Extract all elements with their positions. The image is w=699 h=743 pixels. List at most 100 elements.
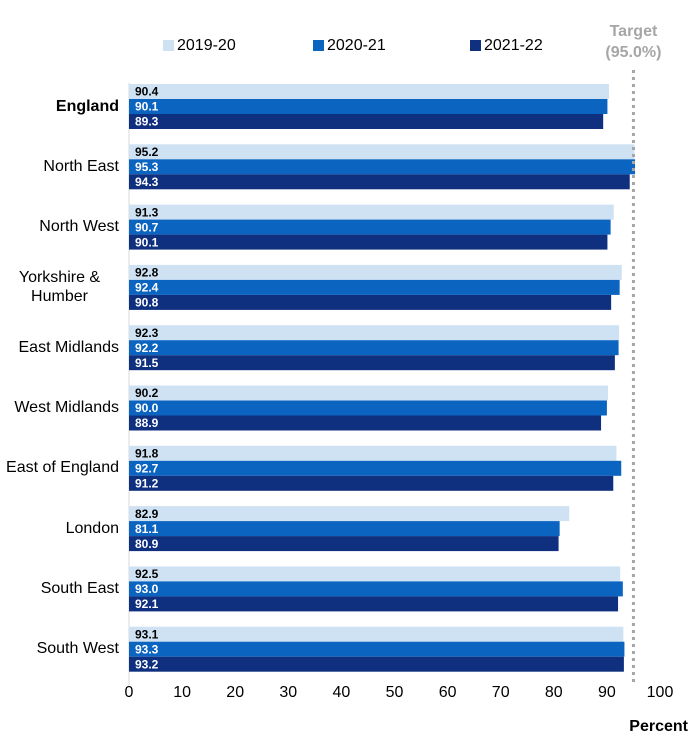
bar [129,626,624,642]
bar [129,144,635,160]
x-tick-label: 50 [386,684,404,701]
x-tick-label: 100 [647,684,674,701]
category-text: North West [39,218,119,236]
bar [129,204,614,220]
legend-swatch [470,40,481,51]
value-label: 82.9 [135,507,159,521]
value-label: 89.3 [135,115,159,129]
value-label: 91.2 [135,476,159,490]
value-label: 92.5 [135,567,159,581]
value-label: 88.9 [135,416,159,430]
target-title: Target [610,23,658,40]
category-text: South East [40,579,119,597]
value-label: 90.0 [135,401,159,415]
bar [129,521,560,537]
legend-label: 2021-22 [484,37,543,54]
bar [129,506,570,522]
category-text: East Midlands [18,338,120,356]
category-label: North West [39,207,119,247]
value-label: 90.1 [135,100,159,114]
value-label: 92.2 [135,341,159,355]
x-tick-label: 80 [545,684,563,701]
value-label: 80.9 [135,537,159,551]
value-label: 92.8 [135,266,159,280]
value-label: 91.8 [135,446,159,460]
category-text: East of England [6,459,119,477]
category-label: West Midlands [14,388,119,428]
bar [129,84,610,99]
category-label: South West [37,629,119,669]
bar [129,415,602,431]
category-label: Yorkshire & Humber [0,267,119,307]
bar [129,264,622,280]
value-label: 92.7 [135,461,159,475]
bar [129,279,620,295]
bar [129,460,622,476]
bar [129,159,636,175]
value-label: 91.3 [135,205,159,219]
value-label: 90.7 [135,220,159,234]
x-tick-label: 70 [492,684,510,701]
bar [129,219,611,235]
x-tick-label: 40 [333,684,351,701]
bar [129,114,604,129]
bar [129,596,619,612]
value-label: 90.8 [135,296,159,310]
category-label: South East [41,568,119,608]
category-label: England [56,86,119,126]
value-label: 92.3 [135,326,159,340]
legend-swatch [163,40,174,51]
x-tick-label: 10 [173,684,191,701]
bar [129,400,607,416]
bar [129,475,614,491]
x-tick-label: 20 [226,684,244,701]
category-label: London [66,508,119,548]
bar [129,99,608,114]
value-label: 93.1 [135,627,159,641]
x-tick-label: 30 [279,684,297,701]
value-label: 90.1 [135,235,159,249]
bar [129,641,625,657]
bar [129,566,621,582]
value-label: 93.2 [135,657,159,671]
value-label: 95.2 [135,145,159,159]
value-label: 90.2 [135,386,159,400]
bar [129,536,559,552]
category-text: North East [43,157,119,175]
value-label: 81.1 [135,522,159,536]
bar [129,445,617,461]
target-label: (95.0%) [605,44,661,61]
value-label: 94.3 [135,175,159,189]
bar [129,355,615,371]
bar [129,385,608,401]
value-label: 93.3 [135,642,159,656]
legend-label: 2019-20 [177,37,236,54]
legend-swatch [313,40,324,51]
value-label: 91.5 [135,356,159,370]
category-text: West Midlands [14,399,119,416]
value-label: 92.4 [135,281,159,295]
bar [129,294,612,310]
bar [129,581,623,597]
category-label: East Midlands [19,327,120,367]
value-label: 90.4 [135,85,159,99]
legend-label: 2020-21 [327,37,386,54]
category-text: South West [36,640,119,658]
bar [129,325,620,341]
category-text: England [55,97,119,115]
bar [129,174,630,190]
bar [129,656,624,672]
category-text: Yorkshire & Humber [18,268,101,305]
value-label: 93.0 [135,582,159,596]
category-label: East of England [6,448,119,488]
category-text: London [65,519,119,537]
bar [129,234,608,250]
value-label: 95.3 [135,160,159,174]
bar [129,340,619,356]
value-label: 92.1 [135,597,159,611]
x-axis-label: Percent [629,718,688,735]
category-label: North East [43,146,119,186]
x-tick-label: 60 [439,684,457,701]
